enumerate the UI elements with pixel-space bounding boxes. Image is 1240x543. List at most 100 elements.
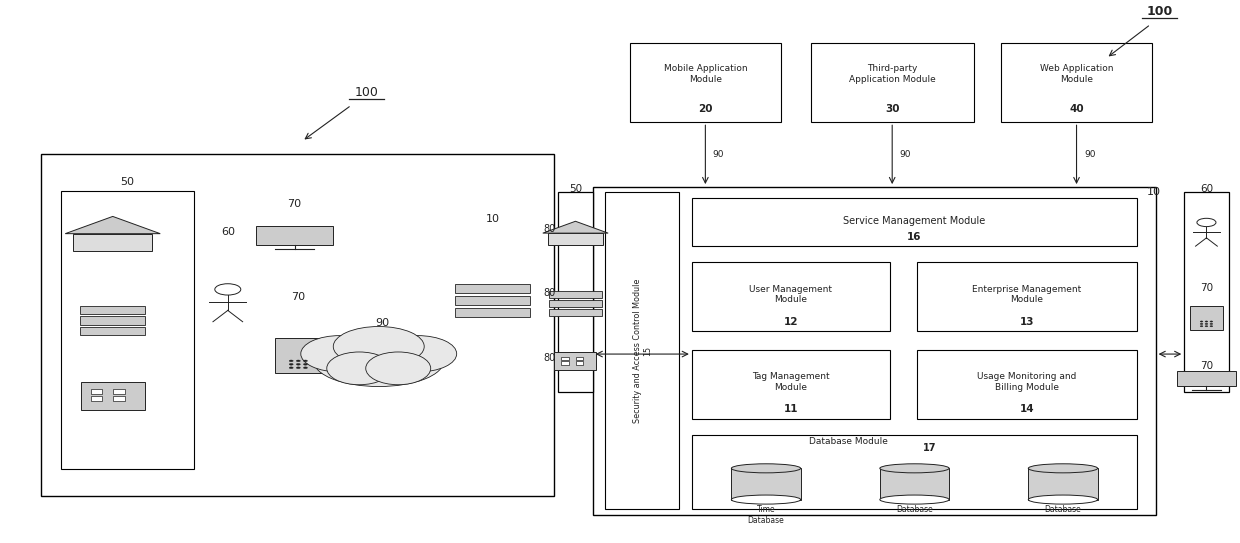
Polygon shape — [91, 396, 103, 401]
Text: 90: 90 — [899, 150, 911, 159]
Polygon shape — [113, 396, 125, 401]
Text: 50: 50 — [120, 177, 135, 187]
Polygon shape — [81, 382, 145, 410]
Polygon shape — [1028, 468, 1097, 500]
Polygon shape — [91, 389, 103, 394]
FancyBboxPatch shape — [916, 350, 1137, 419]
Circle shape — [304, 367, 308, 369]
Ellipse shape — [732, 495, 801, 504]
Text: Third-party
Application Module: Third-party Application Module — [849, 64, 935, 84]
Text: 30: 30 — [885, 104, 899, 115]
Polygon shape — [549, 300, 603, 307]
Polygon shape — [1190, 306, 1223, 330]
Text: 90: 90 — [713, 150, 724, 159]
Polygon shape — [255, 225, 334, 245]
Circle shape — [1205, 326, 1208, 327]
Ellipse shape — [314, 336, 444, 387]
Text: 17: 17 — [923, 443, 936, 453]
Text: Tag Management
Module: Tag Management Module — [751, 372, 830, 392]
Text: 13: 13 — [1019, 317, 1034, 327]
FancyBboxPatch shape — [605, 192, 680, 509]
FancyBboxPatch shape — [558, 192, 593, 392]
Text: 70: 70 — [1200, 361, 1213, 371]
Text: 11: 11 — [784, 404, 799, 414]
Text: 70: 70 — [1200, 282, 1213, 293]
Circle shape — [1210, 323, 1213, 325]
Circle shape — [1200, 323, 1203, 325]
Polygon shape — [575, 361, 584, 364]
Text: Database Module: Database Module — [810, 437, 888, 446]
Text: 100: 100 — [1146, 5, 1173, 18]
Polygon shape — [81, 327, 145, 336]
Circle shape — [1205, 323, 1208, 325]
Text: Usage Monitoring and
Billing Module: Usage Monitoring and Billing Module — [977, 372, 1076, 392]
Text: 90: 90 — [376, 318, 389, 329]
FancyBboxPatch shape — [61, 191, 195, 469]
Ellipse shape — [732, 464, 801, 473]
Polygon shape — [455, 296, 529, 305]
Ellipse shape — [1028, 464, 1097, 473]
FancyBboxPatch shape — [41, 154, 554, 496]
FancyBboxPatch shape — [1184, 192, 1229, 392]
Polygon shape — [562, 357, 569, 360]
Polygon shape — [554, 352, 596, 370]
Text: 10: 10 — [1147, 187, 1161, 198]
Circle shape — [1205, 321, 1208, 322]
Circle shape — [304, 360, 308, 362]
FancyBboxPatch shape — [692, 435, 1137, 509]
Text: Web Application
Module: Web Application Module — [1040, 64, 1114, 84]
Ellipse shape — [327, 352, 392, 384]
Text: 70: 70 — [291, 292, 305, 302]
Polygon shape — [732, 468, 801, 500]
Text: 20: 20 — [698, 104, 713, 115]
Text: 10: 10 — [486, 213, 500, 224]
Polygon shape — [81, 317, 145, 325]
Text: 60: 60 — [221, 227, 234, 237]
Polygon shape — [549, 309, 603, 315]
Polygon shape — [113, 389, 125, 394]
Text: Analytics
Database: Analytics Database — [1044, 495, 1081, 514]
Text: 14: 14 — [1019, 404, 1034, 414]
Circle shape — [296, 367, 300, 369]
Polygon shape — [548, 233, 603, 245]
FancyBboxPatch shape — [692, 198, 1137, 247]
Ellipse shape — [334, 326, 424, 367]
Circle shape — [1210, 326, 1213, 327]
Polygon shape — [455, 283, 529, 293]
Text: Real-
Time
Database: Real- Time Database — [748, 495, 785, 525]
FancyBboxPatch shape — [692, 262, 890, 331]
Polygon shape — [575, 357, 584, 360]
Circle shape — [1210, 321, 1213, 322]
FancyBboxPatch shape — [630, 42, 781, 122]
Circle shape — [296, 363, 300, 365]
Polygon shape — [455, 308, 529, 317]
Text: Service Management Module: Service Management Module — [843, 216, 986, 226]
FancyBboxPatch shape — [593, 187, 1156, 515]
FancyBboxPatch shape — [1001, 42, 1152, 122]
Text: 70: 70 — [288, 199, 301, 209]
Polygon shape — [274, 338, 322, 373]
Text: Historical
Database: Historical Database — [897, 495, 932, 514]
Text: 50: 50 — [569, 184, 582, 194]
Circle shape — [215, 284, 241, 295]
Text: 80: 80 — [543, 288, 556, 298]
Polygon shape — [1177, 371, 1236, 387]
Polygon shape — [562, 361, 569, 364]
Text: 80: 80 — [543, 353, 556, 363]
Circle shape — [1200, 326, 1203, 327]
Circle shape — [289, 367, 293, 369]
Text: Mobile Application
Module: Mobile Application Module — [663, 64, 748, 84]
Polygon shape — [543, 221, 608, 233]
FancyBboxPatch shape — [692, 350, 890, 419]
Text: 90: 90 — [1084, 150, 1095, 159]
Text: 80: 80 — [543, 224, 556, 234]
Text: Security and Access Control Module
15: Security and Access Control Module 15 — [632, 279, 652, 423]
Circle shape — [304, 363, 308, 365]
Ellipse shape — [880, 464, 949, 473]
Text: 16: 16 — [908, 232, 921, 242]
Text: 60: 60 — [1200, 184, 1213, 194]
Ellipse shape — [301, 336, 378, 372]
FancyBboxPatch shape — [811, 42, 973, 122]
Ellipse shape — [378, 336, 456, 372]
Text: 100: 100 — [355, 86, 378, 99]
